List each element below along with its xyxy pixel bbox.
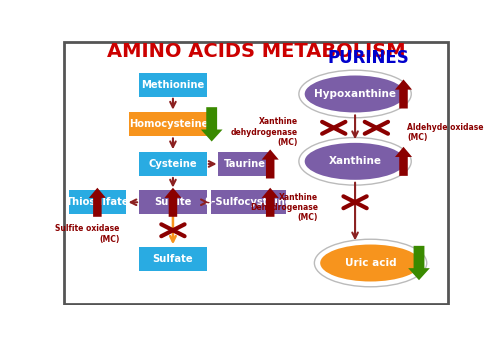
Polygon shape [395,80,412,108]
Text: Xanthine: Xanthine [328,156,382,166]
Text: Aldehyde oxidase
(MC): Aldehyde oxidase (MC) [408,122,484,142]
Text: Taurine: Taurine [224,159,266,169]
FancyBboxPatch shape [139,247,207,271]
Text: Methionine: Methionine [142,80,204,90]
FancyBboxPatch shape [64,43,448,304]
Ellipse shape [299,138,411,185]
Polygon shape [164,188,182,217]
Text: Xanthine
Dehydrogenase
(MC): Xanthine Dehydrogenase (MC) [250,193,318,223]
Text: Sulfate: Sulfate [152,254,193,264]
FancyBboxPatch shape [139,73,207,97]
FancyBboxPatch shape [210,190,286,214]
Polygon shape [408,246,430,280]
Text: S-Sulfocysteine: S-Sulfocysteine [204,197,292,207]
Text: Thiosulfate: Thiosulfate [66,197,129,207]
Ellipse shape [304,75,406,113]
Text: Sulfite: Sulfite [154,197,192,207]
Ellipse shape [299,70,411,118]
Ellipse shape [304,143,406,180]
Polygon shape [262,150,278,178]
FancyBboxPatch shape [218,152,271,176]
Text: Cysteine: Cysteine [148,159,197,169]
Ellipse shape [314,239,427,287]
Text: PURINES: PURINES [328,49,409,67]
FancyBboxPatch shape [139,190,207,214]
Text: AMINO ACIDS METABOLISM: AMINO ACIDS METABOLISM [107,42,406,61]
Polygon shape [201,107,222,142]
FancyBboxPatch shape [129,113,209,137]
Ellipse shape [320,245,421,282]
Polygon shape [89,188,106,217]
FancyBboxPatch shape [69,190,126,214]
Text: Homocysteine: Homocysteine [130,119,209,129]
Text: Uric acid: Uric acid [345,258,397,268]
Text: Sulfite oxidase
(MC): Sulfite oxidase (MC) [56,224,120,244]
Polygon shape [395,147,412,176]
Polygon shape [262,188,278,217]
FancyBboxPatch shape [139,152,207,176]
Text: Hypoxanthine: Hypoxanthine [314,89,396,99]
Text: Xanthine
dehydrogenase
(MC): Xanthine dehydrogenase (MC) [231,117,298,147]
